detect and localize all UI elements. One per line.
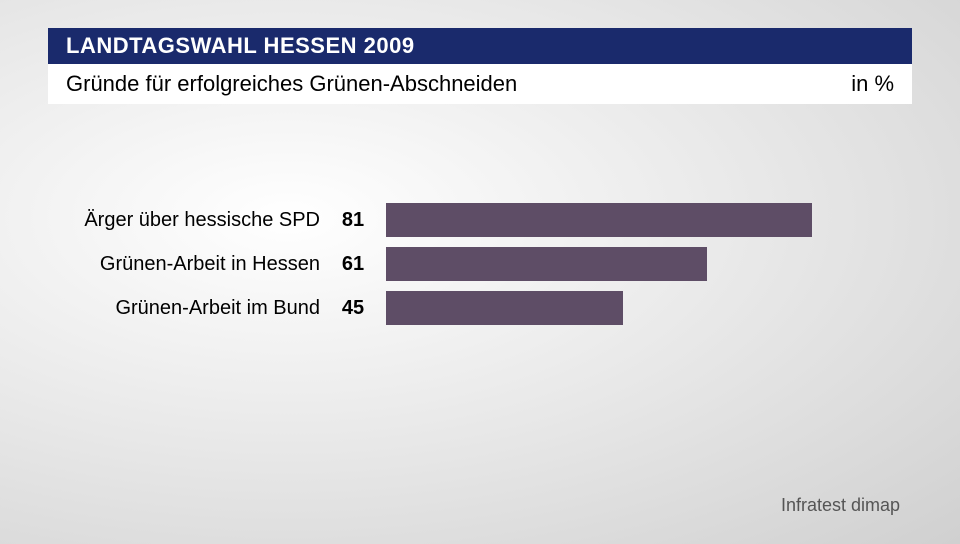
header-bar: LANDTAGSWAHL HESSEN 2009 — [48, 28, 912, 64]
unit-text: in % — [851, 71, 894, 97]
bar-container — [386, 291, 912, 325]
subtitle-text: Gründe für erfolgreiches Grünen-Abschnei… — [66, 71, 517, 97]
chart-row: Grünen-Arbeit in Hessen61 — [48, 244, 912, 284]
row-label: Grünen-Arbeit in Hessen — [48, 253, 328, 276]
row-label: Grünen-Arbeit im Bund — [48, 297, 328, 320]
bar-container — [386, 247, 912, 281]
bar — [386, 203, 812, 237]
bar — [386, 291, 623, 325]
header-title: LANDTAGSWAHL HESSEN 2009 — [66, 33, 415, 59]
subtitle-bar: Gründe für erfolgreiches Grünen-Abschnei… — [48, 64, 912, 104]
row-value: 45 — [328, 297, 378, 320]
row-value: 81 — [328, 209, 378, 232]
bar — [386, 247, 707, 281]
row-label: Ärger über hessische SPD — [48, 209, 328, 232]
chart-area: Ärger über hessische SPD81Grünen-Arbeit … — [48, 200, 912, 332]
bar-container — [386, 203, 912, 237]
source-label: Infratest dimap — [781, 495, 900, 516]
chart-row: Grünen-Arbeit im Bund45 — [48, 288, 912, 328]
row-value: 61 — [328, 253, 378, 276]
chart-row: Ärger über hessische SPD81 — [48, 200, 912, 240]
